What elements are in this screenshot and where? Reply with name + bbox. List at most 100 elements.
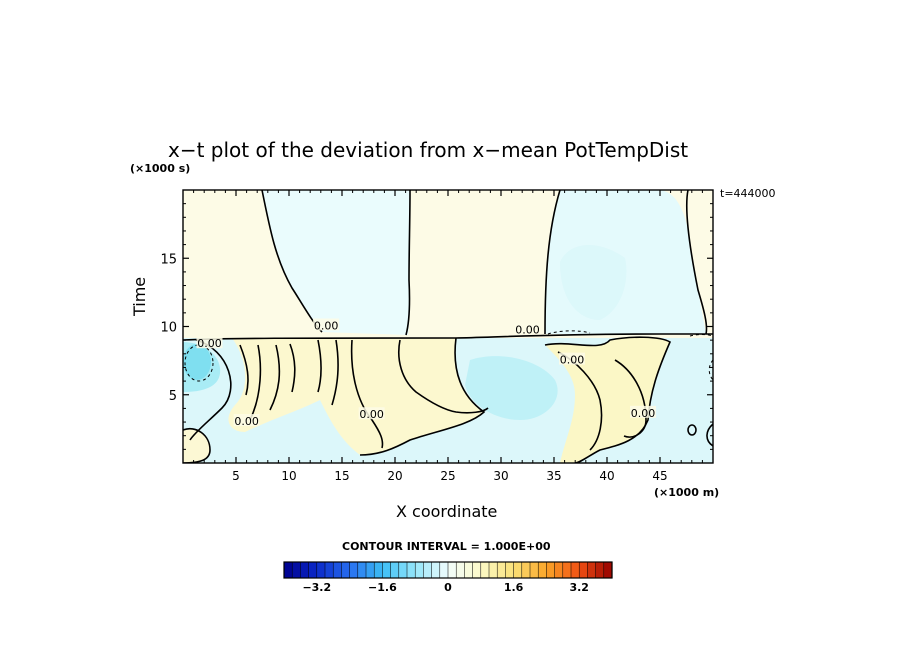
contour-label: 0.00 [515, 324, 540, 337]
colorbar-swatch [406, 561, 416, 579]
colorbar-swatch [283, 561, 293, 579]
colorbar-swatch [439, 561, 449, 579]
colorbar-swatch [316, 561, 326, 579]
contour-line-plume-b [269, 343, 296, 411]
colorbar-swatch [398, 561, 408, 579]
colorbar-swatch [570, 561, 580, 579]
contour-label-bg [233, 414, 260, 427]
colorbar-swatch [349, 561, 359, 579]
x-tick-label: 5 [232, 469, 240, 483]
contour-label-bg [313, 318, 340, 331]
colorbar-swatch [480, 561, 490, 579]
contour-line-negative-right [708, 359, 713, 381]
contour-line-right-plume [359, 337, 486, 456]
contour-label: 0.00 [197, 337, 222, 350]
colorbar-swatch [332, 561, 342, 579]
contour-label: 0.00 [631, 407, 656, 420]
contour-labels: 0.00 0.00 0.00 0.00 0.00 0.00 0.00 [196, 318, 657, 428]
colorbar-swatch [472, 561, 482, 579]
colorbar-swatch [521, 561, 531, 579]
contour-label: 0.00 [359, 408, 384, 421]
colorbar-swatch [308, 561, 318, 579]
colorbar-tick-label: 0 [444, 581, 452, 594]
contour-label-bg [196, 336, 223, 349]
colorbar-swatch [554, 561, 564, 579]
contour-line-negative-top [547, 330, 713, 337]
colorbar-tick-label: −3.2 [302, 581, 331, 594]
x-tick-label: 40 [599, 469, 614, 483]
colorbar-swatch [431, 561, 441, 579]
colorbar-swatch [496, 561, 506, 579]
x-tick-label: 15 [334, 469, 349, 483]
colorbar-swatch [341, 561, 351, 579]
contour-line-top-right-b [685, 190, 708, 335]
cool-core-inner [183, 344, 211, 380]
contour-interval-label: CONTOUR INTERVAL = 1.000E+00 [342, 540, 551, 553]
colorbar-swatch [587, 561, 597, 579]
contour-label: 0.00 [314, 320, 339, 333]
colorbar-tick-label: 1.6 [504, 581, 524, 594]
colorbar-swatch [324, 561, 334, 579]
colorbar-swatch [578, 561, 588, 579]
colorbar-swatch [414, 561, 424, 579]
contour-label-bg [358, 407, 385, 420]
contour-line-corner-bl [183, 428, 211, 463]
contour-label-bg [559, 352, 586, 365]
contour-label: 0.00 [234, 415, 259, 428]
colorbar-swatch [603, 561, 613, 579]
colorbar-swatch [455, 561, 465, 579]
colorbar-swatch [390, 561, 400, 579]
contour-line-corner-br [706, 423, 713, 447]
contour-line-small-loop [687, 424, 697, 436]
colorbar-swatch [488, 561, 498, 579]
x-tick-label: 30 [493, 469, 508, 483]
colorbar-swatch [357, 561, 367, 579]
x-tick-label: 25 [440, 469, 455, 483]
warm-plumes [228, 338, 484, 455]
contour-line-negative-core [184, 344, 214, 382]
colorbar-swatch [382, 561, 392, 579]
colorbar-swatch [562, 561, 572, 579]
colorbar: −3.2 −1.6 0 1.6 3.2 [283, 561, 613, 594]
y-unit-label: (×1000 s) [130, 162, 191, 175]
colorbar-swatch [537, 561, 547, 579]
y-tick-label: 10 [160, 321, 177, 336]
contour-line-plume-a [239, 344, 262, 421]
x-tick-label: 10 [281, 469, 296, 483]
cool-blob-mid [465, 356, 558, 420]
colorbar-swatch [529, 561, 539, 579]
contour-line-plume-e [398, 339, 489, 414]
contour-line-top-mid [405, 190, 411, 336]
y-tick-label: 5 [169, 389, 177, 404]
colorbar-swatch [373, 561, 383, 579]
colorbar-swatch [464, 561, 474, 579]
timestamp-label: t=444000 [720, 187, 776, 200]
contour-line-plume-c [317, 339, 339, 406]
contour-line-plume-d [350, 339, 384, 449]
x-tick-label: 35 [546, 469, 561, 483]
contour-label-bg [514, 322, 541, 335]
contour-line-loop-a [614, 359, 647, 438]
contour-label-bg [630, 405, 657, 418]
contour-label: 0.00 [560, 354, 585, 367]
colorbar-swatch [595, 561, 605, 579]
x-tick-label: 45 [652, 469, 667, 483]
y-tick-label: 15 [160, 252, 177, 267]
colorbar-swatch [447, 561, 457, 579]
chart-title: x−t plot of the deviation from x−mean Po… [168, 138, 689, 162]
colorbar-tick-label: −1.6 [368, 581, 397, 594]
x-axis-label: X coordinate [396, 502, 498, 521]
contour-line-top-right-a [544, 190, 561, 335]
colorbar-swatch [291, 561, 301, 579]
warm-plume-right [545, 337, 670, 463]
colorbar-swatch [423, 561, 433, 579]
x-tick-label: 20 [387, 469, 402, 483]
colorbar-swatch [546, 561, 556, 579]
colorbar-swatch [505, 561, 515, 579]
colorbar-swatch [300, 561, 310, 579]
x-unit-label: (×1000 m) [654, 486, 720, 499]
contour-line-right-lobe [544, 336, 672, 463]
colorbar-swatch [365, 561, 375, 579]
warm-corner-bl [183, 428, 210, 463]
cool-patch-upper-right [560, 244, 627, 320]
